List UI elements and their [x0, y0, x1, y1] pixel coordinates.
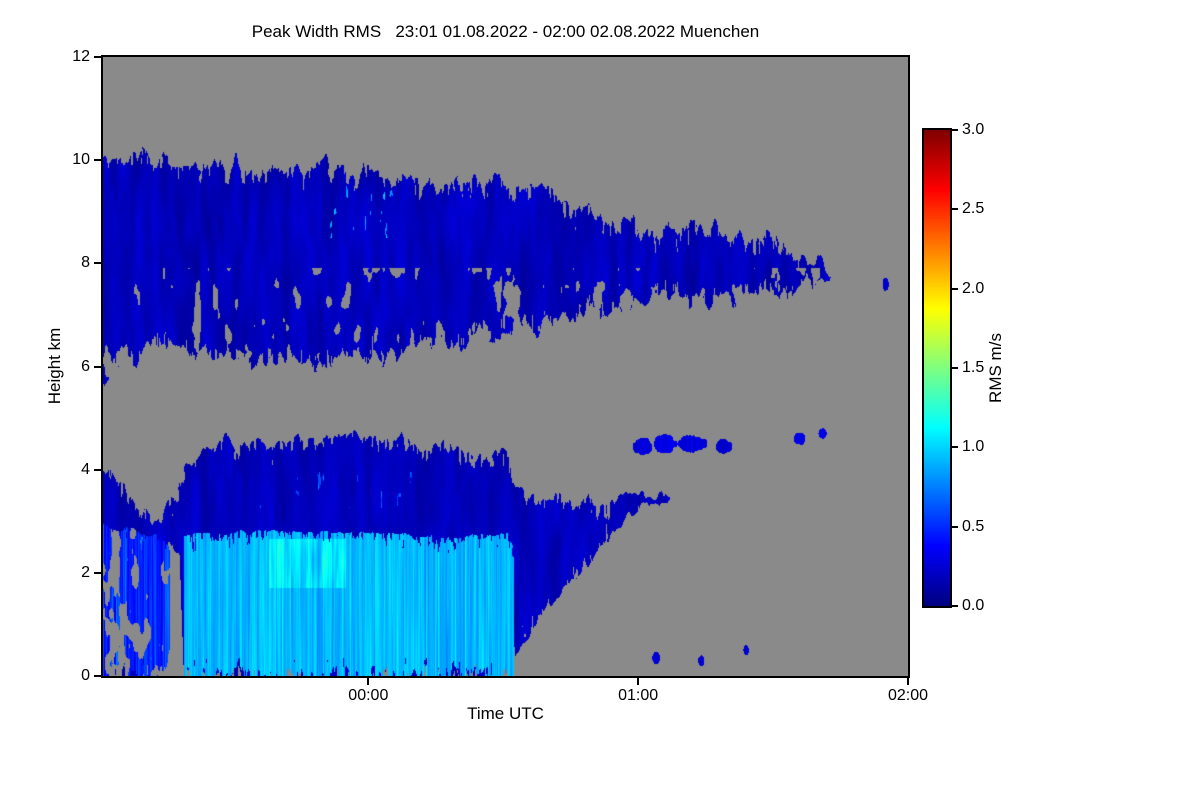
y-tick — [94, 56, 101, 58]
y-tick — [94, 675, 101, 677]
colorbar-tick-label: 0.5 — [962, 517, 985, 535]
heatmap-canvas — [103, 57, 908, 676]
y-tick — [94, 159, 101, 162]
colorbar-tick-label: 3.0 — [962, 121, 985, 138]
x-tick — [367, 678, 370, 685]
colorbar-tick — [952, 525, 958, 528]
y-tick — [94, 365, 101, 368]
y-tick — [94, 571, 101, 574]
colorbar-tick-label: 1.0 — [962, 438, 985, 456]
chart-title: Peak Width RMS 23:01 01.08.2022 - 02:00 … — [251, 22, 760, 41]
colorbar — [922, 128, 952, 608]
y-tick-label: 2 — [81, 563, 90, 581]
colorbar-canvas — [924, 130, 950, 606]
colorbar-tick — [952, 208, 958, 211]
x-tick — [907, 678, 909, 685]
y-tick-label: 6 — [81, 357, 90, 375]
colorbar-tick-label: 2.5 — [962, 200, 985, 218]
y-tick-label: 12 — [72, 48, 90, 65]
y-tick-label: 8 — [81, 254, 90, 272]
y-tick-label: 10 — [72, 151, 90, 169]
colorbar-tick — [952, 287, 958, 290]
y-tick-label: 4 — [81, 460, 90, 478]
x-tick-label: 00:00 — [348, 687, 389, 704]
x-tick — [637, 678, 640, 685]
colorbar-tick-label: 1.5 — [962, 359, 985, 376]
y-tick-label: 0 — [81, 667, 90, 684]
colorbar-tick — [952, 605, 958, 607]
y-tick — [94, 262, 101, 265]
colorbar-tick — [952, 446, 958, 449]
y-tick — [94, 468, 101, 471]
colorbar-tick-label: 2.0 — [962, 279, 985, 297]
colorbar-tick-label: 0.0 — [962, 597, 985, 614]
colorbar-tick — [952, 367, 958, 369]
plot-area — [101, 55, 910, 678]
x-axis-label: Time UTC — [467, 704, 544, 723]
x-tick-label: 01:00 — [618, 687, 659, 704]
colorbar-tick — [952, 129, 958, 131]
x-tick-label: 02:00 — [887, 687, 929, 704]
